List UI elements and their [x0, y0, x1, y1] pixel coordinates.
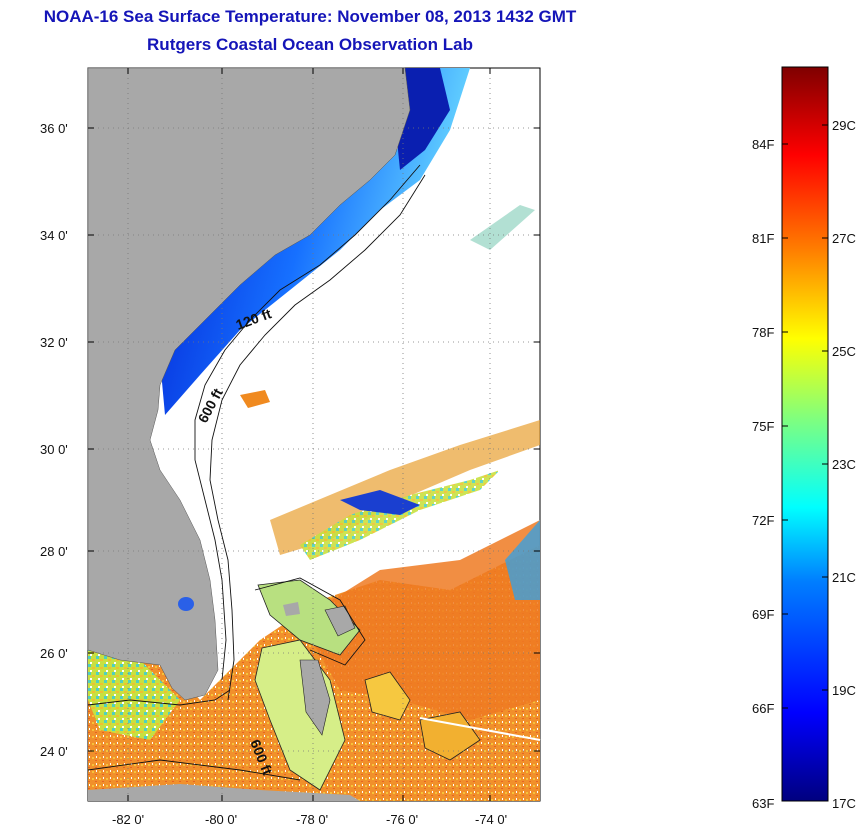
contour-120ft — [194, 164, 421, 681]
lon-label: -78 0' — [296, 812, 328, 827]
sst-patch-cool-east — [505, 520, 540, 600]
colorbar-f-label: 63F — [752, 796, 774, 811]
map-panel: 120 ft 600 ft 600 ft — [87, 67, 541, 802]
lat-label: 32 0' — [40, 335, 68, 350]
colorbar-c-label: 21C — [832, 570, 856, 585]
lat-label: 30 0' — [40, 442, 68, 457]
colorbar-f-label: 72F — [752, 513, 774, 528]
map-title: NOAA-16 Sea Surface Temperature: Novembe… — [43, 7, 577, 26]
colorbar-f-label: 78F — [752, 325, 774, 340]
colorbar-c-label: 19C — [832, 683, 856, 698]
contour-cuba — [87, 759, 301, 781]
sst-patch-midband — [270, 420, 540, 555]
colorbar-c-label: 27C — [832, 231, 856, 246]
lon-label: -80 0' — [205, 812, 237, 827]
axis-ticks — [88, 68, 540, 801]
pamlico-sound — [395, 68, 450, 170]
sst-patch-southeast — [300, 520, 540, 720]
lon-label: -76 0' — [386, 812, 418, 827]
coastal-cold-band — [160, 68, 470, 415]
colorbar-c-label: 23C — [832, 457, 856, 472]
contour-south — [87, 689, 231, 706]
lat-label: 28 0' — [40, 544, 68, 559]
cuba-coast — [88, 784, 360, 801]
bathymetry-contours — [87, 164, 426, 781]
longitude-labels: -82 0' -80 0' -78 0' -76 0' -74 0' — [112, 812, 507, 827]
lon-label: -74 0' — [475, 812, 507, 827]
lat-label: 24 0' — [40, 744, 68, 759]
lon-label: -82 0' — [112, 812, 144, 827]
contour-600ft — [209, 174, 426, 701]
sst-patch-keys-mix — [88, 650, 180, 740]
lat-label: 26 0' — [40, 646, 68, 661]
lake-okeechobee — [178, 597, 194, 611]
map-subtitle: Rutgers Coastal Ocean Observation Lab — [147, 35, 473, 54]
colorbar-f-label: 66F — [752, 701, 774, 716]
lat-label: 36 0' — [40, 121, 68, 136]
lat-label: 34 0' — [40, 228, 68, 243]
colorbar-c-label: 25C — [832, 344, 856, 359]
land-mass — [87, 67, 411, 701]
colorbar-c-label: 17C — [832, 796, 856, 811]
sst-patch-blue-streak — [340, 490, 420, 515]
colorbar: 84F 81F 78F 75F 72F 69F 66F 63F 29C 27C … — [752, 66, 856, 811]
latitude-labels: 36 0' 34 0' 32 0' 30 0' 28 0' 26 0' 24 0… — [40, 121, 68, 759]
colorbar-f-label: 69F — [752, 607, 774, 622]
colorbar-gradient — [781, 66, 829, 802]
colorbar-c-label: 29C — [832, 118, 856, 133]
colorbar-f-label: 81F — [752, 231, 774, 246]
colorbar-f-label: 75F — [752, 419, 774, 434]
swath-edge-line — [419, 717, 541, 741]
colorbar-ticks — [782, 124, 828, 709]
sst-patch-offshore-small — [240, 390, 270, 408]
colorbar-f-label: 84F — [752, 137, 774, 152]
contour-bank — [254, 577, 366, 666]
sst-patch-northeast-streak — [470, 205, 535, 250]
bahamas-banks — [254, 579, 481, 791]
